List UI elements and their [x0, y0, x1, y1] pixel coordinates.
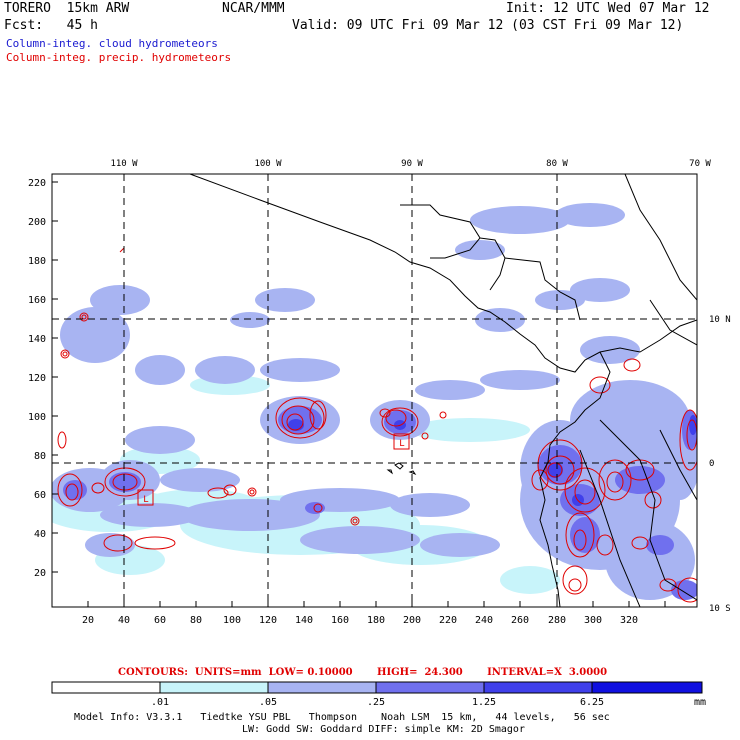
model-title: TORERO 15km ARW: [4, 1, 130, 16]
y-tick-label: 120: [28, 373, 46, 384]
lat-label: 10 S: [709, 604, 731, 614]
y-tick-label: 60: [34, 490, 46, 501]
model-info-line1: Model Info: V3.3.1 Tiedtke YSU PBL Thomp…: [74, 712, 610, 723]
lon-label: 70 W: [689, 159, 711, 169]
x-tick-label: 260: [511, 615, 529, 626]
y-tick-label: 220: [28, 178, 46, 189]
model-info-line2: LW: Godd SW: Goddard DIFF: simple KM: 2D…: [242, 724, 525, 735]
x-tick-label: 200: [403, 615, 421, 626]
y-tick-labels: 20 40 60 80 100 120 140 160 180 200 220: [28, 178, 46, 579]
lat-label: 0: [709, 459, 714, 469]
y-tick-label: 40: [34, 529, 46, 540]
x-tick-label: 140: [295, 615, 313, 626]
colorbar-label: .01: [151, 697, 170, 708]
x-tick-label: 80: [190, 615, 202, 626]
cloud-hydrometeor-field: [52, 203, 697, 603]
x-tick-label: 180: [367, 615, 385, 626]
x-tick-label: 160: [331, 615, 349, 626]
x-tick-label: 320: [620, 615, 638, 626]
colorbar-label: .25: [367, 697, 386, 708]
low-marker-labels: L L: [143, 439, 404, 505]
lon-label: 90 W: [401, 159, 423, 169]
x-tick-label: 220: [439, 615, 457, 626]
colorbar-label: .05: [259, 697, 278, 708]
contour-info: CONTOURS: UNITS=mm LOW= 0.10000 HIGH= 24…: [118, 667, 608, 678]
colorbar-unit: mm: [694, 697, 707, 708]
precip-contours: [57, 247, 697, 603]
low-marker-label: L: [143, 495, 148, 505]
colorbar-label: 1.25: [472, 697, 497, 708]
x-tick-label: 100: [223, 615, 241, 626]
y-tick-label: 140: [28, 334, 46, 345]
low-pressure-markers: [137, 433, 410, 506]
forecast-hour: Fcst: 45 h: [4, 18, 98, 33]
lat-labels: 10 N 0 10 S: [709, 315, 731, 614]
x-tick-label: 40: [118, 615, 130, 626]
center-label: NCAR/MMM: [222, 1, 285, 16]
x-tick-label: 240: [475, 615, 493, 626]
lon-label: 80 W: [546, 159, 568, 169]
y-tick-label: 200: [28, 217, 46, 228]
y-tick-label: 80: [34, 451, 46, 462]
colorbar-label: 6.25: [580, 697, 605, 708]
field-cloud-label: Column-integ. cloud hydrometeors: [6, 37, 218, 50]
lat-label: 10 N: [709, 315, 731, 325]
y-tick-label: 160: [28, 295, 46, 306]
low-marker-label: L: [399, 439, 404, 449]
x-tick-label: 120: [259, 615, 277, 626]
y-tick-label: 100: [28, 412, 46, 423]
axis-ticks: [52, 181, 666, 607]
x-tick-label: 280: [548, 615, 566, 626]
valid-time: Valid: 09 UTC Fri 09 Mar 12 (03 CST Fri …: [292, 18, 684, 33]
y-tick-label: 180: [28, 256, 46, 267]
lon-label: 100 W: [254, 159, 282, 169]
map-frame: [51, 173, 698, 608]
colorbar: [51, 681, 703, 694]
y-tick-label: 20: [34, 568, 46, 579]
lon-label: 110 W: [110, 159, 138, 169]
coastlines: [189, 174, 697, 607]
field-precip-label: Column-integ. precip. hydrometeors: [6, 51, 232, 64]
latlon-grid: [52, 174, 697, 607]
lon-labels: 110 W 100 W 90 W 80 W 70 W: [110, 159, 711, 169]
x-tick-label: 60: [154, 615, 166, 626]
x-tick-label: 300: [584, 615, 602, 626]
x-tick-label: 20: [82, 615, 94, 626]
init-time: Init: 12 UTC Wed 07 Mar 12: [506, 1, 710, 16]
x-tick-labels: 20 40 60 80 100 120 140 160 180 200 220 …: [82, 615, 638, 626]
